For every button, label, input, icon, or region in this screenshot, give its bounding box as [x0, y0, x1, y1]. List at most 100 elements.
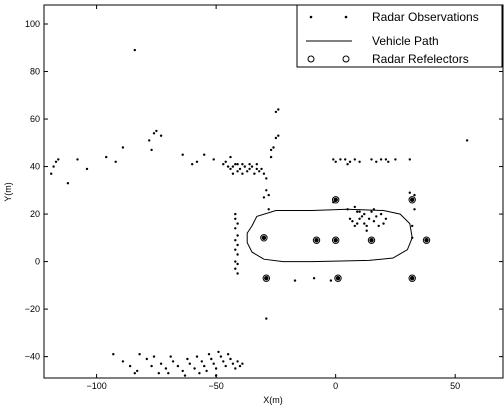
radar-observation-point — [157, 372, 160, 375]
radar-reflector-hit-cluster — [264, 276, 269, 281]
radar-reflectors-layer — [260, 196, 431, 282]
radar-reflector-marker — [332, 236, 340, 244]
radar-observation-point — [375, 160, 378, 163]
x-axis-label: X(m) — [263, 395, 283, 405]
radar-observation-point — [411, 224, 414, 228]
radar-reflector-hit-cluster — [369, 238, 374, 243]
radar-observation-point — [214, 367, 218, 370]
radar-observation-point — [339, 158, 342, 161]
legend: Radar Observations Vehicle Path Radar Re… — [296, 4, 503, 68]
radar-observation-point — [248, 167, 251, 171]
radar-observation-point — [234, 212, 237, 216]
radar-observation-point — [236, 243, 239, 247]
radar-observation-point — [50, 172, 53, 175]
radar-observation-point — [181, 153, 184, 156]
radar-observation-point — [351, 220, 354, 223]
radar-observation-point — [136, 369, 139, 373]
radar-observation-point — [379, 212, 383, 216]
radar-reflector-hit-cluster — [314, 238, 319, 243]
radar-observation-point — [152, 355, 156, 358]
radar-observation-point — [413, 193, 416, 197]
radar-observation-point — [348, 217, 352, 220]
radar-observation-point — [236, 262, 239, 266]
radar-observation-point — [372, 220, 376, 223]
radar-observation-point — [465, 139, 469, 142]
radar-reflector-hit-cluster — [335, 276, 341, 281]
radar-observation-point — [236, 234, 239, 237]
radar-observation-point — [181, 369, 184, 373]
radar-observation-point — [226, 353, 230, 356]
radar-observation-point — [226, 165, 230, 168]
radar-observation-point — [348, 160, 352, 163]
radar-observation-point — [236, 272, 239, 275]
radar-observation-point — [186, 357, 189, 361]
radar-observation-point — [176, 364, 180, 368]
legend-label-reflectors: Radar Refelectors — [372, 52, 469, 66]
y-tick-label: 20 — [30, 209, 40, 219]
radar-observation-point — [195, 355, 199, 358]
radar-observation-point — [203, 153, 206, 156]
radar-observation-point — [148, 139, 151, 142]
radar-observation-point — [114, 160, 117, 163]
radar-observation-point — [198, 372, 201, 375]
radar-observation-point — [379, 158, 383, 161]
radar-observation-point — [382, 222, 385, 225]
radar-observation-point — [231, 172, 235, 175]
radar-observation-point — [272, 146, 275, 149]
radar-observation-point — [267, 193, 270, 197]
radar-observation-point — [234, 248, 237, 251]
radar-reflector-marker — [334, 274, 342, 282]
radar-reflector-hit-cluster — [410, 197, 415, 202]
legend-circle-marker — [307, 55, 315, 63]
legend-dot-marker — [309, 15, 313, 19]
radar-reflector-hit-cluster — [424, 238, 429, 243]
radar-observation-point — [250, 165, 254, 168]
x-tick-label: −100 — [86, 381, 106, 391]
radar-observation-point — [372, 208, 376, 211]
radar-observation-point — [234, 227, 237, 230]
radar-observation-point — [214, 374, 218, 377]
radar-observation-point — [248, 163, 251, 166]
radar-observation-point — [236, 253, 239, 256]
radar-observation-point — [164, 367, 168, 370]
legend-box — [296, 4, 503, 68]
radar-observation-point — [265, 189, 268, 192]
y-tick-label: −40 — [25, 352, 40, 362]
radar-observation-point — [394, 158, 397, 161]
radar-observation-point — [312, 277, 316, 280]
radar-observation-point — [169, 355, 172, 358]
legend-circle-marker — [342, 55, 350, 63]
radar-observation-point — [246, 170, 249, 173]
radar-observation-point — [57, 158, 60, 161]
radar-observation-point — [370, 158, 373, 161]
radar-observation-point — [274, 136, 278, 140]
radar-observation-point — [236, 360, 239, 363]
radar-observation-point — [234, 260, 237, 263]
radar-observation-point — [243, 165, 246, 168]
radar-observation-point — [258, 170, 261, 173]
radar-observation-point — [353, 158, 356, 161]
radar-observation-point — [365, 229, 368, 232]
radar-observation-point — [346, 163, 349, 166]
radar-observation-point — [191, 163, 194, 166]
y-tick-label: 80 — [30, 67, 40, 77]
radar-observation-point — [229, 357, 232, 361]
y-tick-label: −20 — [25, 304, 40, 314]
radar-observation-point — [171, 360, 175, 363]
radar-observation-point — [212, 158, 215, 161]
radar-observation-point — [128, 364, 132, 368]
radar-observation-point — [105, 155, 108, 159]
radar-observation-point — [121, 146, 125, 149]
y-tick-label: 40 — [30, 162, 40, 172]
radar-observation-point — [133, 372, 136, 375]
radar-observation-point — [360, 215, 364, 218]
radar-observation-point — [358, 217, 361, 220]
y-tick-label: 60 — [30, 114, 40, 124]
radar-observation-point — [155, 129, 158, 133]
radar-reflector-marker — [332, 196, 340, 204]
radar-observation-point — [255, 167, 258, 171]
radar-observation-point — [367, 217, 371, 220]
radar-observation-point — [210, 357, 213, 361]
radar-observation-point — [353, 224, 356, 228]
radar-observation-point — [112, 353, 115, 356]
